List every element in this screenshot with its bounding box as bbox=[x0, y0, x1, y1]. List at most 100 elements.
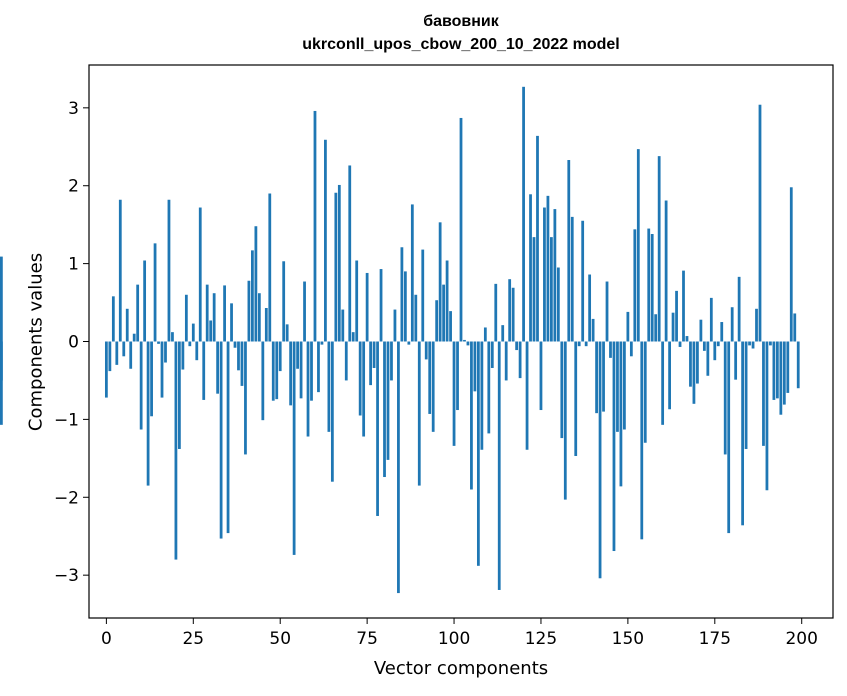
bar bbox=[616, 341, 619, 432]
bar bbox=[490, 341, 494, 368]
bar bbox=[560, 341, 564, 439]
bar bbox=[556, 267, 560, 342]
bar bbox=[351, 332, 355, 342]
bar bbox=[424, 341, 428, 360]
bar bbox=[285, 324, 289, 342]
bar bbox=[407, 341, 411, 345]
bar bbox=[153, 243, 157, 342]
bar bbox=[664, 200, 668, 342]
bar bbox=[421, 249, 425, 342]
bar bbox=[317, 341, 320, 393]
bar bbox=[240, 341, 244, 386]
bar bbox=[181, 341, 185, 370]
bar bbox=[435, 300, 439, 342]
bar bbox=[403, 271, 407, 342]
bar bbox=[598, 341, 602, 579]
bar bbox=[546, 195, 550, 342]
bar bbox=[303, 281, 306, 342]
bar bbox=[195, 341, 199, 361]
x-axis-label: Vector components bbox=[373, 658, 549, 679]
bar bbox=[654, 314, 658, 342]
bar bbox=[271, 341, 275, 401]
bar bbox=[706, 341, 710, 376]
bar bbox=[779, 341, 783, 415]
bar bbox=[504, 341, 508, 381]
bar bbox=[125, 308, 129, 342]
bar bbox=[483, 327, 487, 342]
bar bbox=[320, 341, 324, 345]
bar bbox=[390, 341, 393, 381]
bar bbox=[577, 341, 581, 347]
bar bbox=[793, 313, 797, 342]
bar bbox=[205, 284, 209, 342]
bar bbox=[727, 341, 731, 534]
bar bbox=[209, 320, 213, 342]
bar bbox=[344, 341, 348, 381]
bar bbox=[400, 247, 404, 342]
bar bbox=[633, 229, 637, 342]
bar bbox=[612, 341, 616, 552]
bar bbox=[369, 341, 372, 386]
x-tick-label: 150 bbox=[612, 629, 644, 649]
bar bbox=[755, 308, 758, 342]
bar bbox=[741, 341, 744, 526]
bar bbox=[494, 283, 498, 342]
bar bbox=[268, 193, 272, 342]
bar bbox=[647, 228, 651, 342]
bar bbox=[150, 341, 153, 417]
bar bbox=[191, 323, 195, 342]
bar bbox=[261, 341, 265, 421]
bar bbox=[758, 104, 762, 342]
bar bbox=[330, 341, 334, 482]
bar bbox=[115, 341, 119, 365]
bar bbox=[640, 341, 644, 540]
x-tick-label: 0 bbox=[101, 629, 112, 649]
bar bbox=[230, 303, 233, 342]
bar bbox=[470, 341, 473, 490]
bar bbox=[417, 341, 421, 486]
y-tick-label: 1 bbox=[68, 255, 79, 275]
bar bbox=[337, 184, 341, 342]
bar bbox=[696, 341, 699, 384]
x-tick-label: 100 bbox=[438, 629, 470, 649]
bar bbox=[216, 341, 220, 394]
bar bbox=[737, 276, 741, 342]
bar bbox=[108, 341, 112, 372]
bar bbox=[247, 280, 251, 342]
bar bbox=[129, 341, 133, 369]
chart-title: бавовник bbox=[423, 13, 499, 30]
bar bbox=[487, 341, 491, 434]
bar bbox=[442, 284, 446, 342]
bar bbox=[563, 341, 567, 500]
y-tick-label: 0 bbox=[68, 333, 79, 353]
bar bbox=[709, 297, 713, 342]
bar bbox=[310, 341, 313, 401]
bar bbox=[372, 341, 376, 368]
bar bbox=[476, 341, 480, 566]
bar bbox=[636, 149, 640, 342]
bar bbox=[511, 287, 515, 342]
bar bbox=[264, 308, 268, 342]
bar bbox=[355, 260, 359, 342]
bar bbox=[786, 341, 790, 393]
bar bbox=[515, 341, 519, 351]
bar bbox=[508, 279, 512, 342]
bar bbox=[550, 237, 553, 342]
bar bbox=[657, 156, 661, 342]
bar bbox=[553, 209, 557, 342]
bar bbox=[619, 341, 623, 487]
bar bbox=[702, 341, 706, 351]
bar bbox=[734, 341, 738, 380]
bar bbox=[668, 341, 671, 410]
bar bbox=[171, 332, 174, 342]
y-tick-label: −1 bbox=[54, 410, 79, 430]
bar bbox=[591, 318, 595, 342]
bars-layer bbox=[0, 86, 800, 594]
bar bbox=[751, 341, 755, 349]
bar bbox=[762, 341, 765, 446]
bar bbox=[769, 341, 772, 346]
bar bbox=[605, 281, 609, 342]
bar bbox=[539, 341, 543, 411]
bar bbox=[570, 216, 574, 342]
